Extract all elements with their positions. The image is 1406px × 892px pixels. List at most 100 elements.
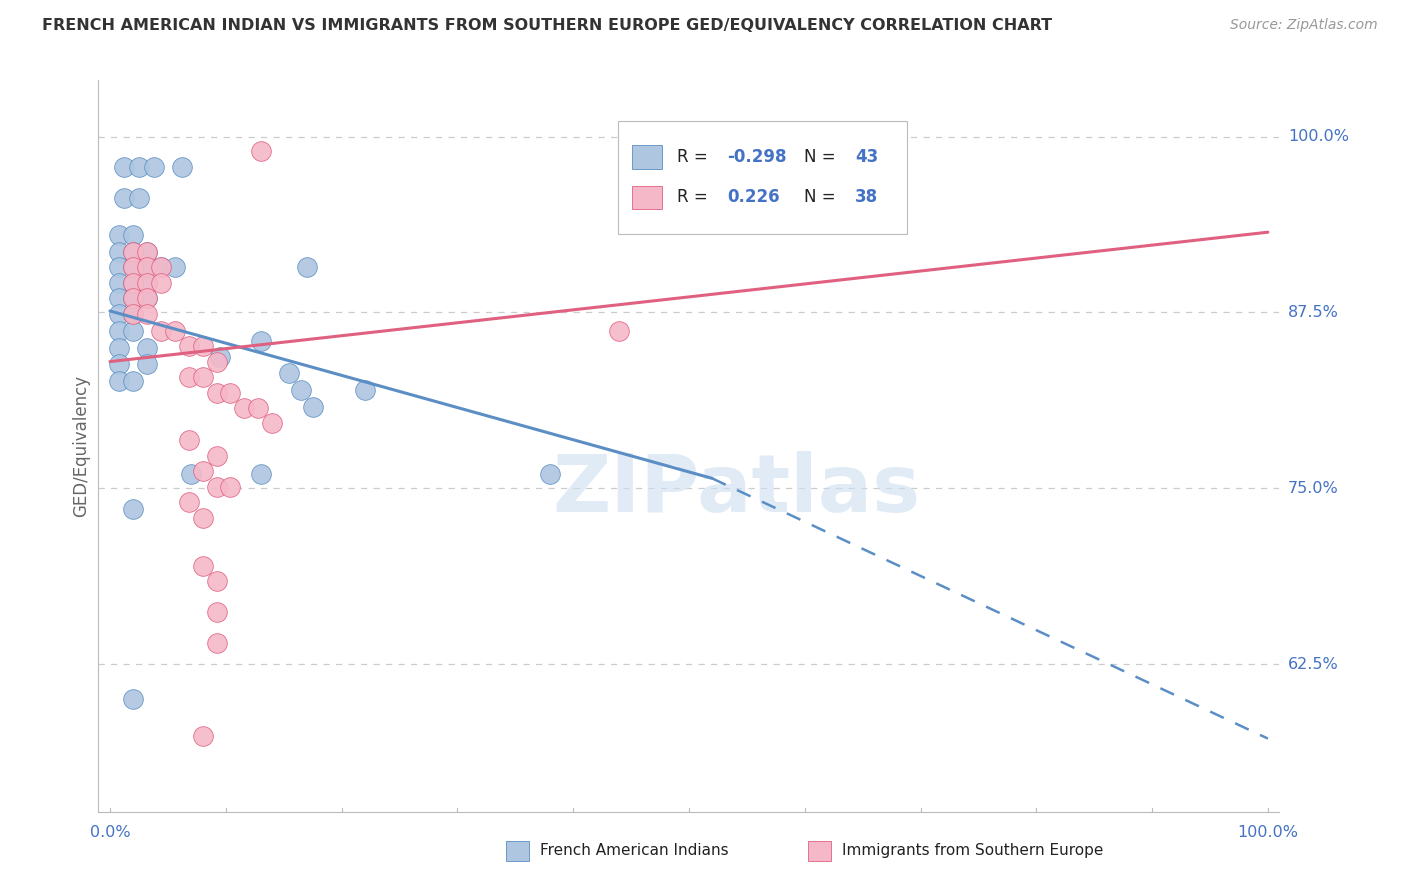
Point (136, 244, 159, 259)
Point (205, 605, 228, 619)
Point (538, 467, 561, 482)
Point (191, 339, 214, 353)
Text: 62.5%: 62.5% (1288, 657, 1339, 672)
Point (108, 358, 131, 372)
Point (205, 449, 228, 463)
Point (122, 227, 145, 242)
Point (249, 334, 271, 348)
Text: FRENCH AMERICAN INDIAN VS IMMIGRANTS FROM SOUTHERN EUROPE GED/EQUIVALENCY CORREL: FRENCH AMERICAN INDIAN VS IMMIGRANTS FRO… (42, 18, 1052, 33)
Point (136, 276, 159, 290)
Text: 87.5%: 87.5% (1288, 305, 1339, 320)
Point (128, 191, 150, 205)
Y-axis label: GED/Equivalency: GED/Equivalency (72, 375, 90, 517)
Point (122, 260, 145, 275)
Text: R =: R = (676, 188, 713, 206)
Text: Immigrants from Southern Europe: Immigrants from Southern Europe (842, 844, 1104, 858)
Point (191, 510, 214, 524)
Point (163, 324, 186, 338)
FancyBboxPatch shape (633, 186, 662, 209)
Text: French American Indians: French American Indians (540, 844, 728, 858)
Point (136, 260, 159, 275)
Point (191, 464, 214, 478)
Point (205, 574, 228, 588)
Point (249, 467, 271, 482)
Point (170, 161, 193, 175)
Point (136, 291, 159, 305)
FancyBboxPatch shape (619, 120, 907, 234)
Point (177, 370, 200, 384)
Point (122, 692, 145, 706)
Point (122, 244, 145, 259)
Point (108, 276, 131, 290)
Point (208, 351, 231, 365)
Point (122, 260, 145, 275)
Text: 0.0%: 0.0% (90, 825, 131, 839)
Point (108, 227, 131, 242)
Point (128, 161, 150, 175)
Point (136, 260, 159, 275)
FancyBboxPatch shape (633, 145, 662, 169)
Point (191, 370, 214, 384)
Point (122, 324, 145, 338)
Point (163, 260, 186, 275)
Point (205, 385, 228, 400)
Point (108, 260, 131, 275)
Text: 38: 38 (855, 188, 879, 206)
Point (149, 324, 172, 338)
Point (122, 291, 145, 305)
Point (112, 191, 135, 205)
Point (122, 374, 145, 388)
Point (609, 324, 631, 338)
Text: 75.0%: 75.0% (1288, 481, 1339, 496)
Point (122, 276, 145, 290)
Text: 0.226: 0.226 (727, 188, 780, 206)
Point (122, 244, 145, 259)
Point (136, 307, 159, 321)
Text: -0.298: -0.298 (727, 148, 787, 166)
Text: ZIPatlas: ZIPatlas (553, 450, 921, 529)
Point (191, 558, 214, 573)
Point (177, 495, 200, 509)
Point (205, 636, 228, 650)
Point (205, 354, 228, 368)
Point (122, 307, 145, 321)
Point (136, 244, 159, 259)
Text: 43: 43 (855, 148, 879, 166)
Point (122, 276, 145, 290)
Point (301, 400, 323, 414)
Text: N =: N = (804, 188, 841, 206)
Point (136, 291, 159, 305)
Point (149, 260, 172, 275)
Point (295, 260, 318, 275)
Point (108, 291, 131, 305)
Point (136, 341, 159, 355)
Point (177, 434, 200, 448)
Point (249, 144, 271, 158)
Point (290, 383, 312, 397)
Point (180, 467, 202, 482)
Point (112, 161, 135, 175)
Point (219, 480, 242, 494)
Point (122, 502, 145, 516)
Point (108, 341, 131, 355)
Point (136, 276, 159, 290)
Text: 100.0%: 100.0% (1288, 129, 1348, 144)
Point (108, 324, 131, 338)
Point (122, 291, 145, 305)
Point (219, 385, 242, 400)
Point (143, 161, 166, 175)
Point (122, 307, 145, 321)
Point (149, 260, 172, 275)
Point (149, 276, 172, 290)
Point (233, 401, 256, 415)
Point (278, 366, 301, 380)
Text: Source: ZipAtlas.com: Source: ZipAtlas.com (1230, 18, 1378, 32)
Point (177, 339, 200, 353)
Point (108, 307, 131, 321)
Point (191, 729, 214, 743)
Point (108, 374, 131, 388)
Point (136, 358, 159, 372)
Point (205, 480, 228, 494)
Point (353, 383, 375, 397)
Point (108, 244, 131, 259)
